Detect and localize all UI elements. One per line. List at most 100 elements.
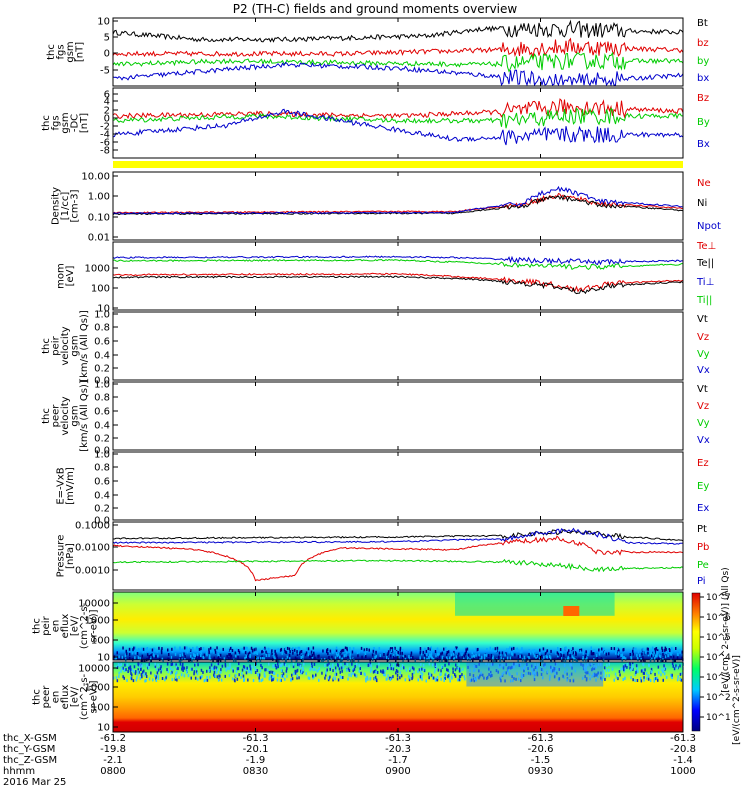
spectrogram-pixel xyxy=(392,655,395,659)
spectrogram-pixel xyxy=(327,678,330,682)
spectrogram-pixel xyxy=(428,662,431,666)
series-line-fgs_gsm-2 xyxy=(112,51,684,73)
spectrogram-pixel xyxy=(618,670,621,674)
spectrogram-pixel xyxy=(330,657,333,661)
spectrogram-pixel xyxy=(285,651,288,655)
spectrogram-pixel xyxy=(288,653,291,657)
spectrogram-pixel xyxy=(393,647,395,651)
spectrogram-pixel xyxy=(677,675,679,679)
spectrogram-pixel xyxy=(419,668,422,672)
spectrogram-pixel xyxy=(118,671,120,675)
spectrogram-pixel xyxy=(422,664,425,668)
spectrogram-pixel xyxy=(276,648,278,652)
x-tick-value: 0830 xyxy=(243,766,268,777)
spectrogram-pixel xyxy=(425,659,427,663)
spectrogram-pixel xyxy=(214,648,216,652)
spectrogram-pixel xyxy=(408,678,411,682)
spectrogram-pixel xyxy=(120,663,122,667)
y-tick-label: 1000 xyxy=(85,616,110,627)
spectrogram-pixel xyxy=(165,676,167,680)
spectrogram-pixel xyxy=(229,646,232,650)
spectrogram-pixel xyxy=(454,674,457,678)
spectrogram-pixel xyxy=(191,657,194,661)
spectrogram-pixel xyxy=(344,646,347,650)
spectrogram-pixel xyxy=(256,669,259,672)
spectrogram-pixel xyxy=(265,650,267,654)
spectrogram-pixel xyxy=(258,676,260,680)
legend-pi: Pi xyxy=(697,576,706,587)
spectrogram-pixel xyxy=(215,669,218,673)
spectrogram-pixel xyxy=(499,659,501,663)
spectrogram-pixel xyxy=(457,654,459,658)
spectrogram-pixel xyxy=(506,656,509,660)
spectrogram-pixel xyxy=(575,652,577,656)
y-axis-label: en xyxy=(51,691,62,704)
x-tick-value: -61.2 xyxy=(100,733,126,744)
y-axis-label: [km/s (All Qs)] xyxy=(79,310,90,382)
spectrogram-pixel xyxy=(465,646,468,650)
spectrogram-pixel xyxy=(514,653,516,657)
spectrogram-pixel xyxy=(186,668,188,672)
spectrogram-pixel xyxy=(399,676,401,680)
spectrogram-pixel xyxy=(298,646,301,650)
spectrogram-pixel xyxy=(221,664,224,668)
spectrogram-pixel xyxy=(175,663,177,667)
spectrogram-pixel xyxy=(217,659,220,663)
spectrogram-pixel xyxy=(465,649,467,653)
spectrogram-pixel xyxy=(136,652,139,655)
spectrogram-pixel xyxy=(463,674,465,678)
spectrogram-pixel xyxy=(458,652,460,656)
spectrogram-pixel xyxy=(395,659,397,663)
spectrogram-pixel xyxy=(174,652,177,656)
spectrogram-pixel xyxy=(644,659,646,663)
spectrogram-pixel xyxy=(374,675,377,679)
y-axis-label: thc xyxy=(41,338,52,354)
spectrogram-pixel xyxy=(118,675,120,679)
spectrogram-pixel xyxy=(539,651,541,655)
spectrogram-pixel xyxy=(246,666,248,670)
spectrogram-pixel xyxy=(189,648,192,652)
spectrogram-pixel xyxy=(458,657,460,661)
spectrogram-pixel xyxy=(261,678,264,682)
spectrogram-pixel xyxy=(429,647,431,651)
spectrogram-pixel xyxy=(243,646,245,650)
spectrogram-pixel xyxy=(607,659,610,663)
spectrogram-pixel xyxy=(526,657,529,661)
spectrogram-pixel xyxy=(528,649,530,653)
spectrogram-pixel xyxy=(174,672,177,676)
spectrogram-pixel xyxy=(391,647,393,651)
spectrogram-pixel xyxy=(186,650,189,654)
spectrogram-pixel xyxy=(601,647,603,651)
spectrogram-pixel xyxy=(519,650,522,654)
spectrogram-pixel xyxy=(143,669,145,673)
spectrogram-pixel xyxy=(655,677,657,681)
spectrogram-pixel xyxy=(300,669,302,673)
spectrogram-pixel xyxy=(454,647,456,651)
spectrogram-pixel xyxy=(290,659,293,663)
spectrogram-pixel xyxy=(388,676,391,680)
spectrogram-pixel xyxy=(608,668,610,672)
spectrogram-pixel xyxy=(403,666,405,670)
spectrogram-pixel xyxy=(354,665,356,668)
spectrogram-pixel xyxy=(201,674,203,678)
spectrogram-pixel xyxy=(161,677,164,680)
spectrogram-pixel xyxy=(339,655,341,659)
spectrogram-pixel xyxy=(359,667,361,670)
y-tick-label: 1000 xyxy=(85,683,110,694)
x-tick-value: -1.4 xyxy=(673,755,693,766)
spectrogram-pixel xyxy=(147,657,150,661)
spectrogram-pixel xyxy=(505,652,507,656)
spectrogram-pixel xyxy=(231,649,234,652)
spectrogram-pixel xyxy=(636,653,638,657)
spectrogram-pixel xyxy=(640,669,643,673)
spectrogram-pixel xyxy=(325,671,327,675)
spectrogram-pixel xyxy=(593,648,596,652)
spectrogram-pixel xyxy=(613,678,615,682)
spectrogram-pixel xyxy=(430,646,432,650)
spectrogram-pixel xyxy=(384,669,386,673)
spectrogram-pixel xyxy=(572,651,574,655)
spectrogram-pixel xyxy=(335,672,338,676)
spectrogram-pixel xyxy=(434,678,437,682)
spectrogram-pixel xyxy=(397,664,400,667)
